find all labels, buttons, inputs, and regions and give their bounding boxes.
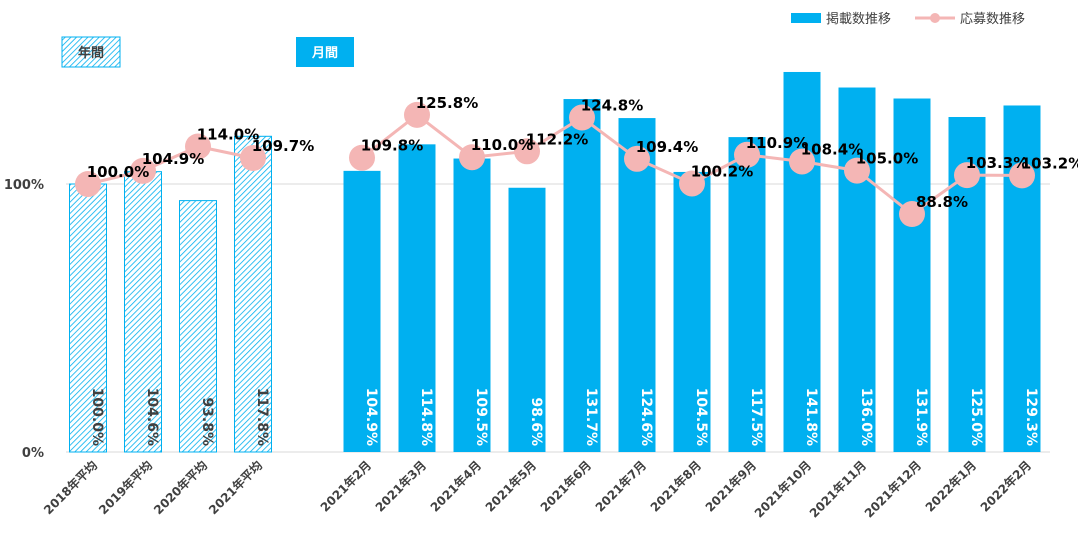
- category-label-2019年平均: 2019年平均: [95, 458, 155, 518]
- bar-value-label-2021年12月: 131.9%: [913, 388, 929, 446]
- y-tick-label-0: 0%: [22, 446, 44, 461]
- bar-value-label-2022年2月: 129.3%: [1023, 388, 1039, 446]
- bar-2021年6月: [563, 99, 601, 452]
- bar-2021年5月: [508, 187, 546, 452]
- line-value-label-2021年5月: 112.2%: [526, 130, 588, 148]
- line-point-2021年4月: [459, 144, 485, 171]
- legend-bar-label: 掲載数推移: [826, 11, 891, 27]
- category-label-2021年平均: 2021年平均: [205, 458, 265, 518]
- bar-2021年9月: [728, 137, 766, 452]
- bar-value-label-2021年5月: 98.6%: [528, 397, 544, 446]
- category-label-2021年3月: 2021年3月: [372, 458, 429, 515]
- line-point-2021年10月: [789, 148, 815, 175]
- bar-2021年2月: [343, 170, 381, 453]
- category-label-2021年10月: 2021年10月: [751, 458, 814, 521]
- bar-value-label-2021年10月: 141.8%: [803, 388, 819, 446]
- bar-2021年7月: [618, 118, 656, 453]
- line-point-2021年2月: [349, 144, 375, 171]
- bar-value-label-2021年6月: 131.7%: [583, 388, 599, 446]
- line-point-2018年平均: [75, 171, 101, 197]
- line-value-label-2021年10月: 108.4%: [801, 140, 863, 158]
- category-label-2020年平均: 2020年平均: [150, 458, 210, 518]
- category-label-2022年2月: 2022年2月: [977, 458, 1034, 515]
- bar-value-label-2022年1月: 125.0%: [968, 388, 984, 446]
- line-annual: [87, 144, 254, 186]
- bar-2021年11月: [838, 87, 876, 453]
- line-point-2021年平均: [240, 145, 266, 172]
- bar-value-label-2018年平均: 100.0%: [89, 388, 105, 446]
- bar-2021年平均: [234, 135, 272, 453]
- bar-value-label-2021年3月: 114.8%: [418, 388, 434, 446]
- category-label-2018年平均: 2018年平均: [40, 458, 100, 518]
- bar-value-label-2021年平均: 117.8%: [254, 388, 270, 446]
- bar-2021年8月: [673, 171, 711, 452]
- line-value-label-2021年4月: 110.0%: [471, 136, 533, 154]
- bar-value-label-2021年9月: 117.5%: [748, 388, 764, 446]
- monthly-group-badge: 月間: [296, 37, 354, 67]
- category-label-2021年2月: 2021年2月: [317, 458, 374, 515]
- line-value-label-2019年平均: 104.9%: [142, 150, 204, 168]
- bar-value-label-2021年7月: 124.6%: [638, 388, 654, 446]
- line-point-2021年12月: [899, 201, 925, 228]
- bar-value-label-2021年11月: 136.0%: [858, 388, 874, 446]
- bar-2020年平均: [179, 200, 217, 453]
- line-value-label-2021年2月: 109.8%: [361, 137, 423, 155]
- bar-value-label-2021年8月: 104.5%: [693, 388, 709, 446]
- line-point-2021年9月: [734, 141, 760, 168]
- line-point-2021年5月: [514, 138, 540, 165]
- category-label-2021年12月: 2021年12月: [861, 458, 924, 521]
- line-value-label-2021年9月: 110.9%: [746, 134, 808, 152]
- bar-value-label-2020年平均: 93.8%: [199, 397, 215, 446]
- legend-line-label: 応募数推移: [960, 12, 1025, 27]
- line-value-label-2021年平均: 109.7%: [252, 137, 314, 155]
- legend-bar-swatch: [791, 13, 821, 23]
- bar-series: 100.0% 104.6% 93.8% 117.8% 104.9% 114.8% 109.5…: [69, 71, 1041, 453]
- legend: 掲載数推移 応募数推移: [791, 11, 1025, 27]
- category-label-2021年8月: 2021年8月: [647, 458, 704, 515]
- bar-2018年平均: [69, 183, 107, 453]
- monthly-group-label: 月間: [311, 46, 338, 61]
- y-tick-label-100: 100%: [4, 178, 44, 193]
- line-point-2020年平均: [185, 133, 211, 160]
- bar-2021年10月: [783, 71, 821, 452]
- bar-2021年3月: [398, 144, 436, 452]
- line-value-label-2022年1月: 103.3%: [966, 154, 1028, 172]
- bar-2021年12月: [893, 98, 931, 453]
- line-value-label-2018年平均: 100.0%: [87, 163, 149, 181]
- category-label-2021年11月: 2021年11月: [806, 458, 869, 521]
- line-point-2019年平均: [130, 157, 156, 184]
- category-label-2022年1月: 2022年1月: [922, 458, 979, 515]
- line-value-label-2021年3月: 125.8%: [416, 94, 478, 112]
- category-label-2021年9月: 2021年9月: [702, 458, 759, 515]
- category-label-2021年4月: 2021年4月: [427, 458, 484, 515]
- category-label-2021年6月: 2021年6月: [537, 458, 594, 515]
- data-labels: 100.0%104.9% 114.0%109.7% 109.8% 125.8% 110.…: [87, 94, 1078, 211]
- bar-2021年4月: [453, 158, 491, 453]
- line-series: [75, 101, 1035, 228]
- legend-line-marker: [930, 13, 940, 23]
- line-point-2021年3月: [404, 101, 430, 128]
- category-label-2021年5月: 2021年5月: [482, 458, 539, 515]
- line-point-2022年1月: [954, 162, 980, 189]
- line-point-2021年11月: [844, 157, 870, 184]
- bar-value-label-2019年平均: 104.6%: [144, 388, 160, 446]
- bar-value-label-2021年4月: 109.5%: [473, 388, 489, 446]
- annual-group-label: 年間: [78, 45, 104, 61]
- bar-value-label-2021年2月: 104.9%: [363, 388, 379, 446]
- category-label-2021年7月: 2021年7月: [592, 458, 649, 515]
- line-value-label-2022年2月: 103.2%: [1021, 154, 1078, 172]
- line-point-2021年8月: [679, 170, 705, 197]
- line-point-2022年2月: [1009, 162, 1035, 189]
- line-value-label-2020年平均: 114.0%: [197, 125, 259, 143]
- line-point-2021年7月: [624, 145, 650, 172]
- line-value-label-2021年8月: 100.2%: [691, 162, 753, 180]
- line-point-2021年6月: [569, 104, 595, 131]
- line-value-label-2021年6月: 124.8%: [581, 97, 643, 115]
- line-value-label-2021年7月: 109.4%: [636, 138, 698, 156]
- line-value-label-2021年11月: 105.0%: [856, 150, 918, 168]
- annual-group-badge: 年間: [61, 36, 121, 68]
- line-value-label-2021年12月: 88.8%: [916, 193, 968, 211]
